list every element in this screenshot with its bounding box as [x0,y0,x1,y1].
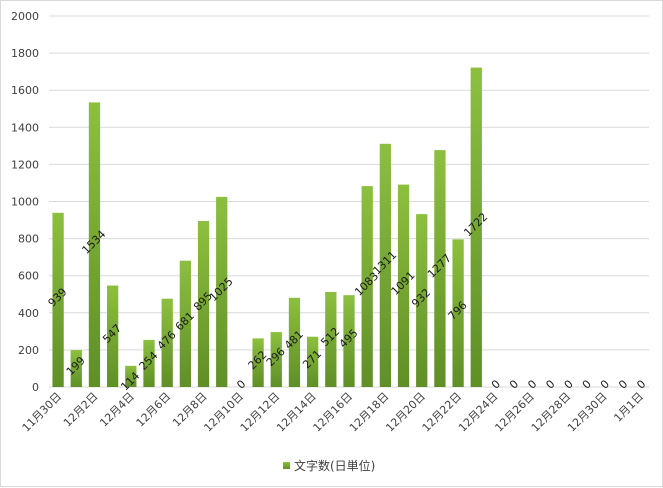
bar [270,332,282,387]
y-tick-label: 2000 [11,10,39,23]
bars [52,67,482,388]
bar [70,350,82,387]
bar [52,212,64,387]
data-label: 0 [234,377,248,391]
y-tick-label: 1000 [11,196,39,209]
bar [452,239,464,387]
bar [288,297,301,387]
data-label: 0 [489,377,503,391]
data-label: 0 [598,377,612,391]
data-label: 495 [337,327,361,351]
bar [470,67,482,387]
x-tick-label: 12月2日 [61,390,101,430]
y-tick-label: 1200 [11,158,39,171]
bar [416,214,428,387]
bar [343,295,355,387]
y-tick-label: 1400 [11,121,39,134]
data-label: 0 [507,377,521,391]
y-tick-label: 1600 [11,84,39,97]
x-tick-label: 1月1日 [611,390,646,425]
y-tick-label: 1800 [11,47,39,60]
y-tick-label: 800 [18,233,39,246]
data-label: 476 [155,328,179,352]
y-tick-label: 0 [32,381,39,394]
bar [197,220,210,387]
data-label: 547 [100,322,124,346]
bar [379,143,391,387]
x-tick-label: 12月4日 [97,390,137,430]
bar [88,102,101,388]
data-label: 481 [282,328,306,352]
x-tick-label: 11月30日 [20,390,65,435]
data-label: 796 [446,299,470,323]
data-label: 0 [580,377,594,391]
bar [161,298,173,387]
y-tick-label: 600 [18,270,39,283]
legend-label: 文字数(日単位) [294,458,375,473]
data-label: 0 [616,377,630,391]
y-tick-label: 400 [18,307,39,320]
data-label: 254 [137,349,161,373]
data-label: 199 [64,354,88,378]
legend-swatch [283,462,290,469]
data-label: 296 [264,345,288,369]
legend: 文字数(日単位) [283,458,375,473]
x-tick-label: 12月30日 [565,390,610,435]
bar [307,336,319,387]
bar [397,184,410,387]
data-label: 0 [543,377,557,391]
y-tick-label: 200 [18,344,39,357]
bar [252,338,264,387]
bar [325,292,337,387]
x-axis-tick-labels: 11月30日12月2日12月4日12月6日12月8日12月10日12月12日12… [20,390,646,435]
data-label: 0 [525,377,539,391]
y-axis-tick-labels: 0 200 400 600 800 1000 1200 1400 1600 1800 2000 [11,10,39,394]
bar [107,285,119,387]
data-label: 932 [409,286,433,310]
data-label: 0 [562,377,576,391]
bar [434,150,446,387]
bar [216,196,228,387]
data-label: 0 [634,377,648,391]
bar [125,365,137,387]
data-label: 939 [46,285,70,309]
data-label: 114 [118,369,142,393]
bar [179,260,191,387]
bar [143,339,155,387]
bar [361,186,373,387]
x-tick-label: 12月6日 [134,390,174,430]
data-label: 512 [318,325,342,349]
data-label: 271 [300,347,324,371]
